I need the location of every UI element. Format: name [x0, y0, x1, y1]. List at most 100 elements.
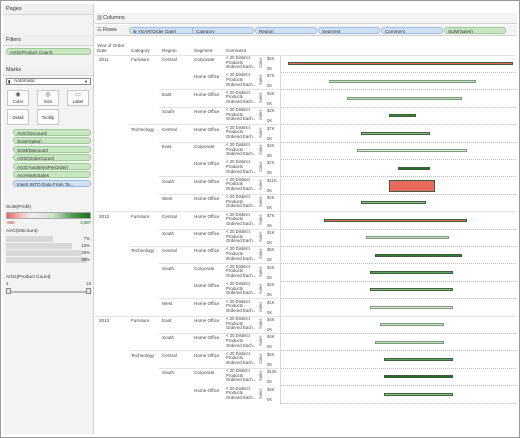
cell-segment: Home Office	[194, 352, 220, 358]
cell-comment: Products	[226, 164, 243, 169]
cell-comment: Ordered Each..	[226, 203, 256, 209]
filter-pill-product-count[interactable]: AGG(Product Count)	[6, 47, 91, 55]
axis-tick-bottom: 0K	[267, 153, 273, 158]
cell-comment: < 20 Distinct	[226, 211, 250, 217]
region-separator	[159, 89, 279, 91]
axis-line	[280, 263, 281, 282]
axis-title: Sales	[258, 318, 263, 329]
slider-thumb-max[interactable]	[86, 288, 91, 294]
discount-legend-label: 30%	[81, 257, 90, 262]
cell-category: Furniture	[131, 318, 150, 323]
axis-line	[280, 194, 281, 212]
row-gridline	[280, 367, 516, 369]
columns-shelf[interactable]: ▥Columns	[95, 13, 517, 24]
sales-bar	[329, 79, 477, 83]
cell-segment: Home Office	[194, 213, 220, 219]
size-button[interactable]: ◎ Size	[37, 90, 59, 106]
cell-comment: Products	[226, 59, 243, 65]
cell-comment: < 20 Distinct	[226, 368, 250, 374]
cell-region: Central	[162, 352, 177, 358]
detail-button-label: Detail	[12, 115, 24, 120]
marks-field-order-count[interactable]: AGG(OrderCount)	[13, 154, 91, 161]
cell-comment: Products	[226, 146, 243, 152]
rows-shelf[interactable]: ☰Rows ⊕ YEAR(Order Date) Category Region…	[95, 25, 517, 36]
cell-comment: < 20 Distinct	[226, 159, 250, 165]
axis-tick-bottom: 0K	[267, 361, 273, 367]
product-count-min: 4	[6, 281, 9, 286]
discount-legend-rows: 7% 10% 20% 30%	[3, 236, 93, 263]
marks-field-insert-into[interactable]: Insert INTO Data From Ta...	[13, 179, 91, 187]
marks-field-sum-sales[interactable]: ▤SUM(Sales)	[13, 137, 91, 144]
sales-bar	[361, 131, 431, 135]
axis-tick-top: $2K	[267, 108, 275, 114]
cell-comment: Ordered Each..	[226, 377, 256, 383]
rows-pill-segment[interactable]: Segment	[318, 27, 380, 34]
axis-tick-bottom: 0K	[267, 118, 273, 124]
product-count-slider[interactable]	[6, 287, 91, 295]
marks-field-avg-discount[interactable]: ◉AVG(Discount)	[13, 128, 91, 136]
axis-tick-bottom: 0K	[267, 66, 273, 71]
marks-field-avg-yearly-sales[interactable]: AvgYearlySales	[13, 171, 91, 178]
cell-comment: Products	[226, 181, 243, 187]
row-gridline	[280, 228, 516, 230]
profit-legend: SUM(Profit) -895 3,087	[3, 204, 93, 225]
discount-legend-bar	[6, 257, 87, 263]
axis-tick-bottom: 0K	[267, 187, 273, 193]
cell-comment: Ordered Each..	[226, 81, 256, 87]
sales-bar	[370, 271, 454, 274]
cell-region: East	[162, 91, 172, 97]
axis-line	[280, 107, 281, 125]
row-gridline	[280, 71, 516, 73]
axis-title: Sales	[258, 74, 263, 86]
axis-line	[280, 142, 281, 160]
cell-comment: < 20 Distinct	[226, 229, 250, 234]
pages-card: Pages	[3, 4, 93, 34]
row-gridline	[280, 106, 516, 108]
axis-tick-top: $1K	[267, 230, 275, 235]
profit-color-ramp	[6, 212, 91, 219]
cell-region: South	[162, 370, 175, 376]
axis-title: Sales	[258, 214, 263, 225]
axis-tick-bottom: 0K	[267, 327, 273, 332]
header-region: Region	[162, 48, 177, 53]
marks-field-sum-discount[interactable]: ▤SUM(Discount)	[13, 145, 91, 153]
marks-field-avg-items[interactable]: AGG(AvgItemsPerOrder)	[13, 162, 91, 170]
color-button[interactable]: ◉ Color	[7, 90, 29, 106]
axis-tick-bottom: 0K	[267, 170, 273, 176]
axis-tick-bottom: 0K	[267, 309, 273, 315]
detail-button[interactable]: Detail	[7, 109, 29, 125]
cell-comment: Ordered Each..	[226, 133, 256, 139]
cell-comment: Ordered Each..	[226, 342, 256, 348]
cell-comment: < 20 Distinct	[226, 350, 250, 356]
slider-thumb-min[interactable]	[6, 288, 11, 294]
columns-icon: ▥	[97, 15, 103, 21]
color-button-label: Color	[12, 99, 24, 104]
rows-pill-region[interactable]: Region	[255, 27, 317, 34]
label-button[interactable]: ▭ Label	[67, 90, 89, 106]
cell-comment: Ordered Each..	[226, 238, 256, 244]
rows-pill-comment[interactable]: Comment	[381, 27, 443, 34]
cell-comment: Products	[226, 94, 243, 100]
tooltip-button[interactable]: Tooltip	[37, 109, 59, 125]
rows-pill-sum-sales[interactable]: SUM(Sales)	[444, 27, 506, 34]
cell-segment: Home Office	[194, 248, 220, 254]
marks-fields: ◉AVG(Discount) ▤SUM(Sales) ▤SUM(Discount…	[3, 128, 93, 187]
mark-type-dropdown[interactable]: ▮ Automatic ▼	[6, 78, 91, 85]
row-gridline	[280, 280, 516, 282]
rows-pill-category[interactable]: Category	[192, 27, 254, 34]
label-button-label: Label	[72, 99, 84, 104]
axis-tick-bottom: 0K	[267, 344, 273, 350]
axis-tick-top: $5K	[267, 247, 275, 253]
cell-segment: Home Office	[194, 178, 220, 184]
axis-tick-top: $4K	[267, 386, 275, 392]
axis-tick-bottom: 0K	[267, 205, 273, 211]
row-gridline	[280, 298, 516, 300]
discount-legend-row: 10%	[6, 243, 91, 249]
cell-segment: Home Office	[194, 300, 220, 306]
sales-bar	[379, 323, 444, 327]
discount-legend-row: 7%	[6, 236, 91, 242]
cell-comment: Ordered Each..	[226, 186, 256, 191]
row-gridline	[280, 245, 516, 247]
axis-tick-bottom: 0K	[267, 240, 273, 245]
filters-card: Filters AGG(Product Count)	[3, 35, 93, 56]
